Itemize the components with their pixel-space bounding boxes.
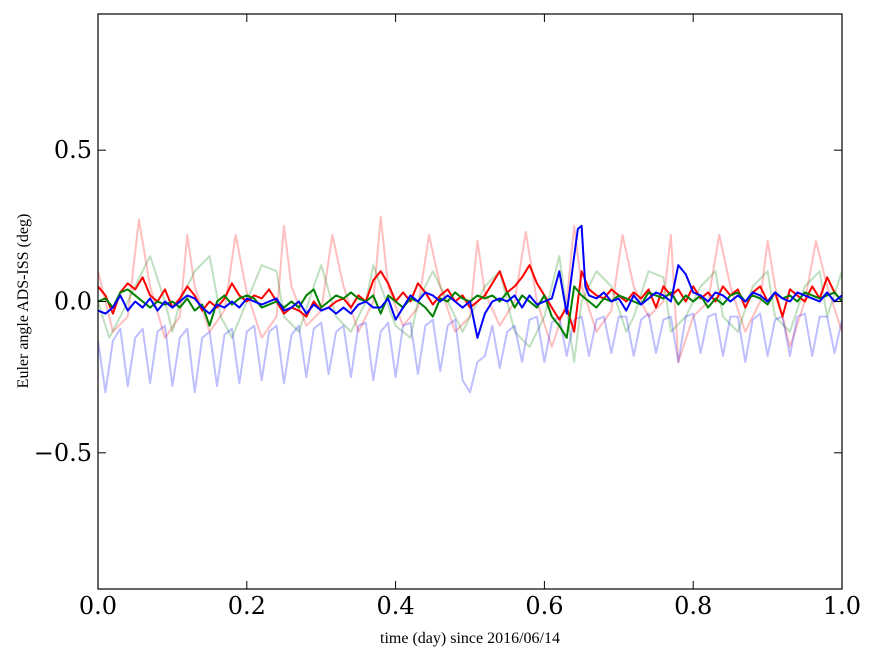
- x-tick-label: 0.6: [525, 592, 563, 620]
- x-tick-label: 1.0: [823, 592, 861, 620]
- y-tick-label: −0.5: [34, 439, 92, 467]
- plot-frame: [97, 13, 843, 590]
- y-tick-label: 0.0: [54, 288, 92, 316]
- tick-labels-layer: 0.0 0.2 0.4 0.6 0.8 1.0 −0.5 0.0 0.5: [34, 136, 861, 620]
- series-line-2: [98, 312, 842, 394]
- y-axis-label: Euler angle ADS-ISS (deg): [15, 214, 32, 389]
- x-tick-label: 0.0: [79, 592, 117, 620]
- series-line-1: [98, 255, 842, 364]
- x-tick-label: 0.4: [377, 592, 415, 620]
- series-layer: [98, 215, 842, 394]
- x-tick-label: 0.2: [228, 592, 266, 620]
- y-tick-label: 0.5: [54, 136, 92, 164]
- series-line-5: [98, 224, 842, 339]
- series-line-3: [98, 264, 842, 333]
- x-tick-label: 0.8: [674, 592, 712, 620]
- x-axis-label: time (day) since 2016/06/14: [380, 630, 560, 647]
